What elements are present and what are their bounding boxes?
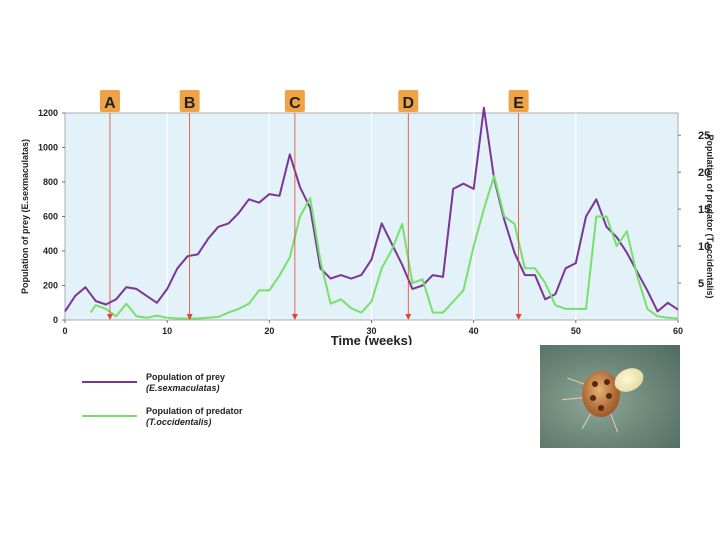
marker-arrow-2 xyxy=(291,314,298,320)
marker-arrow-0 xyxy=(106,314,113,320)
chart-legend: Population of prey (E.sexmaculatas) Popu… xyxy=(82,372,342,440)
y-right-tick-label-0: 5 xyxy=(698,278,704,290)
legend-item-predator: Population of predator (T.occidentalis) xyxy=(82,406,342,440)
x-tick-label-1: 10 xyxy=(162,326,172,336)
legend-label-predator: Population of predator xyxy=(146,406,243,416)
marker-box-2 xyxy=(284,90,305,112)
series-line-0 xyxy=(64,106,679,313)
y-right-tick-label-4: 25 xyxy=(698,130,710,142)
marker-arrow-4 xyxy=(515,314,522,320)
marker-label-0: A xyxy=(104,95,116,112)
marker-arrow-1 xyxy=(186,314,193,320)
x-tick-label-3: 30 xyxy=(366,326,376,336)
legend-item-prey: Population of prey (E.sexmaculatas) xyxy=(82,372,342,406)
marker-label-3: D xyxy=(402,95,414,112)
x-tick-label-4: 40 xyxy=(469,326,479,336)
population-chart: 0 10 20 30 40 50 60020040060080010001200510152… xyxy=(20,90,715,345)
y-right-tick-label-2: 15 xyxy=(698,204,710,216)
x-tick-label-0: 0 xyxy=(62,326,67,336)
legend-swatch-predator xyxy=(82,415,137,417)
y-left-tick-label-2: 400 xyxy=(43,246,58,256)
legend-swatch-prey xyxy=(82,381,137,383)
y-left-tick-label-1: 200 xyxy=(43,281,58,291)
y-left-axis-label: Population of prey (E.sexmaculatas) xyxy=(20,139,30,294)
x-tick-label-2: 20 xyxy=(264,326,274,336)
marker-arrow-3 xyxy=(405,314,412,320)
x-tick-label-6: 60 xyxy=(673,326,683,336)
legend-species-prey: (E.sexmaculatas) xyxy=(146,383,220,393)
y-left-tick-label-0: 0 xyxy=(53,315,58,325)
x-tick-label-5: 50 xyxy=(571,326,581,336)
y-left-tick-label-5: 1000 xyxy=(38,143,58,153)
legend-label-prey: Population of prey xyxy=(146,372,226,382)
marker-box-4 xyxy=(508,90,529,112)
marker-label-2: C xyxy=(289,95,301,112)
y-right-axis-label: Population of predator (T.occidentalis) xyxy=(705,134,715,298)
series-line-1 xyxy=(89,174,679,320)
marker-box-3 xyxy=(398,90,419,112)
marker-box-1 xyxy=(179,90,200,112)
marker-box-0 xyxy=(99,90,120,112)
y-left-tick-label-6: 1200 xyxy=(38,108,58,118)
mite-photo xyxy=(540,345,680,448)
y-left-tick-label-4: 800 xyxy=(43,177,58,187)
x-axis-label: Time (weeks) xyxy=(331,333,412,345)
marker-label-4: E xyxy=(513,95,524,112)
y-right-tick-label-1: 10 xyxy=(698,241,710,253)
marker-label-1: B xyxy=(184,95,196,112)
y-left-tick-label-3: 600 xyxy=(43,212,58,222)
legend-species-predator: (T.occidentalis) xyxy=(146,417,212,427)
y-right-tick-label-3: 20 xyxy=(698,167,710,179)
